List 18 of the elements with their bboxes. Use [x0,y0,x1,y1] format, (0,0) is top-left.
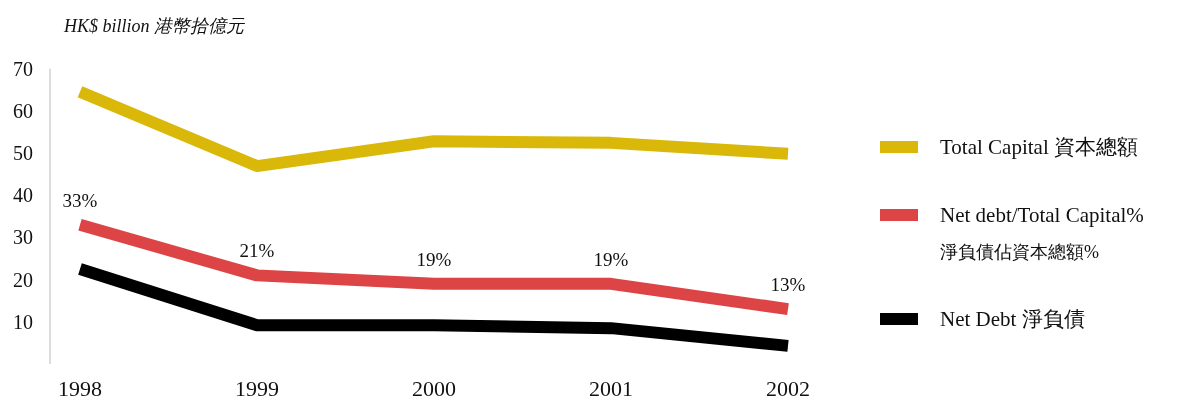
legend-label: Net debt/Total Capital% 淨負債佔資本總額% [940,203,1144,262]
x-tick-label: 2002 [766,376,810,400]
y-tick-label: 20 [13,268,33,291]
y-tick-label: 60 [13,99,33,122]
legend-label: Total Capital 資本總額 [940,135,1139,159]
y-tick-label: 30 [13,226,33,249]
y-tick-label: 40 [13,184,33,207]
y-axis-title: HK$ billion 港幣拾億元 [63,16,247,36]
data-label: 21% [239,240,275,262]
x-tick-label: 2000 [412,376,456,400]
legend-label: Net Debt 淨負債 [940,307,1085,331]
y-tick-label: 50 [13,142,33,164]
y-tick-label: 70 [13,57,33,80]
x-tick-label: 1998 [58,376,102,400]
data-label: 33% [62,189,98,211]
y-tick-label: 10 [13,310,33,333]
x-tick-label: 1999 [235,376,279,400]
x-tick-label: 2001 [589,376,633,400]
